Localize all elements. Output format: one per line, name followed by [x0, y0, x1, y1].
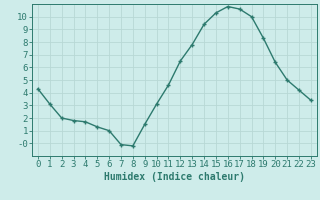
X-axis label: Humidex (Indice chaleur): Humidex (Indice chaleur) [104, 172, 245, 182]
